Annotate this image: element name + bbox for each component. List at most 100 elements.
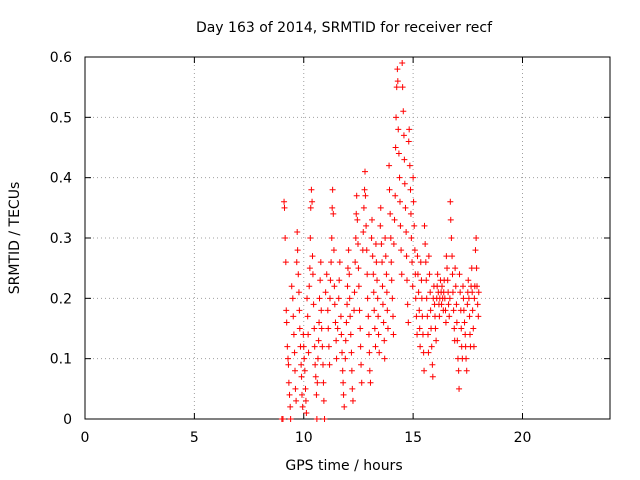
data-point [399, 60, 406, 67]
data-point [295, 289, 302, 296]
data-point [384, 325, 391, 332]
data-point [449, 289, 456, 296]
data-point [381, 355, 388, 362]
data-point [332, 319, 339, 326]
data-point [313, 391, 320, 398]
data-point [333, 355, 340, 362]
data-point [353, 210, 360, 217]
data-point [357, 343, 364, 350]
data-point [330, 210, 337, 217]
data-point [304, 313, 311, 320]
data-point [398, 271, 405, 278]
data-point [376, 349, 383, 356]
data-point [363, 222, 370, 229]
data-point [421, 367, 428, 374]
data-point [421, 222, 428, 229]
data-point [404, 277, 410, 284]
data-point [403, 253, 410, 260]
data-point [292, 385, 299, 392]
data-point [379, 283, 386, 290]
data-point [333, 337, 340, 344]
data-point [298, 361, 305, 368]
data-point [409, 259, 416, 266]
data-point [374, 277, 381, 284]
data-point [425, 331, 431, 338]
data-point [453, 319, 460, 326]
data-point [357, 325, 364, 332]
grid-lines [85, 57, 610, 419]
data-point [404, 301, 411, 308]
data-point [328, 259, 335, 266]
data-point [473, 265, 480, 272]
axis-ticks [84, 56, 610, 420]
data-point [445, 301, 452, 308]
data-point [292, 367, 298, 374]
y-axis-label: SRMTID / TECUs [7, 182, 23, 295]
data-point [426, 271, 433, 278]
data-point [338, 331, 345, 338]
y-tick-label: 0.2 [50, 291, 72, 307]
data-point [320, 397, 327, 404]
data-point [449, 253, 456, 260]
data-point [309, 271, 316, 278]
data-point [360, 204, 367, 211]
data-point [456, 385, 463, 392]
y-tick-label: 0.1 [50, 352, 72, 368]
data-point [423, 277, 430, 284]
data-point [463, 367, 470, 374]
data-point [398, 247, 405, 254]
data-point [285, 361, 292, 368]
data-point [429, 361, 436, 368]
data-point [406, 126, 413, 133]
data-point [349, 397, 356, 404]
data-point [361, 186, 368, 193]
tick-labels: 0 5 10 15 20 0 0.1 0.2 0.3 0.4 0.5 0.6 [50, 50, 532, 446]
data-point [339, 349, 346, 356]
data-point [302, 385, 309, 392]
data-point [465, 295, 472, 302]
data-point [309, 198, 316, 205]
data-point [444, 277, 451, 284]
data-point [446, 313, 453, 320]
data-point [392, 192, 399, 199]
data-point [299, 391, 305, 398]
data-point [342, 355, 349, 362]
data-point [362, 192, 369, 199]
data-point [384, 307, 391, 314]
data-point [383, 289, 390, 296]
data-point [346, 271, 353, 278]
data-point [425, 253, 432, 260]
data-point [396, 174, 403, 181]
data-point [348, 367, 355, 374]
data-point [336, 259, 343, 266]
data-point [467, 331, 473, 338]
data-point [352, 235, 359, 241]
data-point [330, 247, 337, 254]
data-point [450, 307, 457, 314]
data-point [454, 337, 461, 344]
data-point [446, 295, 453, 302]
data-point [326, 361, 333, 368]
data-point [444, 265, 451, 272]
data-point [448, 235, 455, 241]
data-point [293, 259, 300, 266]
data-point [339, 367, 346, 374]
data-point [308, 186, 315, 193]
data-point [290, 313, 297, 320]
data-point [407, 186, 414, 193]
data-point [283, 319, 290, 326]
chart-title: Day 163 of 2014, SRMTID for receiver rec… [196, 20, 493, 36]
data-point [378, 241, 385, 248]
data-point [301, 367, 308, 374]
data-point [325, 325, 332, 332]
data-point [320, 361, 326, 368]
data-point [305, 331, 312, 338]
data-point [287, 416, 294, 422]
data-point [379, 259, 386, 266]
data-point [371, 307, 378, 314]
data-point [414, 271, 421, 278]
data-point [456, 271, 463, 278]
data-point [345, 247, 352, 254]
data-point [390, 331, 397, 338]
data-point [344, 283, 351, 290]
